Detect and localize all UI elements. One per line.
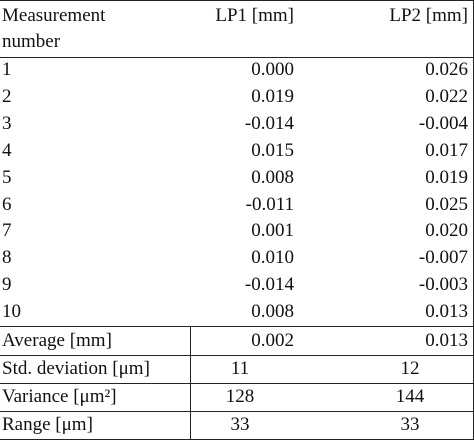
summary-value: 12 (400, 358, 420, 379)
row-label: 9 (2, 274, 12, 296)
rule (0, 383, 474, 384)
rule (0, 411, 474, 412)
row-label: 2 (2, 85, 12, 107)
row-label: 3 (2, 112, 12, 134)
row-label: 5 (2, 166, 12, 188)
summary-value: 0.013 (425, 330, 468, 351)
summary-value: 33 (400, 414, 420, 435)
cell-value: 0.017 (425, 139, 468, 161)
summary-value: 128 (225, 386, 255, 407)
cell-value: 0.015 (251, 139, 294, 161)
header-cell: Measurement number (2, 5, 106, 52)
row-label: 10 (2, 301, 21, 323)
cell-value: 0.025 (425, 193, 468, 215)
cell-value: 0.000 (251, 59, 294, 80)
row-label: 8 (2, 247, 12, 269)
summary-value: 33 (230, 414, 250, 435)
rule (0, 57, 474, 58)
row-label: 7 (2, 220, 12, 242)
rule (0, 0, 474, 1)
summary-value: 144 (395, 386, 425, 407)
cell-value: 0.013 (425, 301, 468, 323)
header-cell: LP1 [mm] (215, 5, 294, 26)
cell-value: 0.026 (425, 59, 468, 80)
cell-value: 0.001 (251, 220, 294, 242)
row-label: 1 (2, 59, 12, 80)
cell-value: 0.020 (425, 220, 468, 242)
cell-value: 0.019 (251, 85, 294, 107)
rule (0, 355, 474, 356)
summary-value: 0.002 (251, 330, 294, 351)
cell-value: 0.008 (251, 301, 294, 323)
summary-label: Std. deviation [μm] (2, 358, 150, 379)
cell-value: 0.008 (251, 166, 294, 188)
cell-value: -0.014 (244, 112, 294, 134)
cell-value: -0.004 (418, 112, 468, 134)
row-label: 6 (2, 193, 12, 215)
header-cell: LP2 [mm] (389, 5, 468, 26)
summary-label: Variance [μm²] (2, 386, 117, 407)
cell-value: 0.019 (425, 166, 468, 188)
summary-label: Range [μm] (2, 414, 93, 435)
cell-value: -0.003 (418, 274, 468, 296)
rule (0, 326, 474, 327)
cell-value: -0.014 (244, 274, 294, 296)
cell-value: -0.007 (418, 247, 468, 269)
row-label: 4 (2, 139, 12, 161)
summary-label: Average [mm] (2, 330, 112, 351)
cell-value: 0.010 (251, 247, 294, 269)
cell-value: -0.011 (245, 193, 294, 215)
cell-value: 0.022 (425, 85, 468, 107)
rule (190, 326, 191, 440)
summary-value: 11 (230, 358, 250, 379)
